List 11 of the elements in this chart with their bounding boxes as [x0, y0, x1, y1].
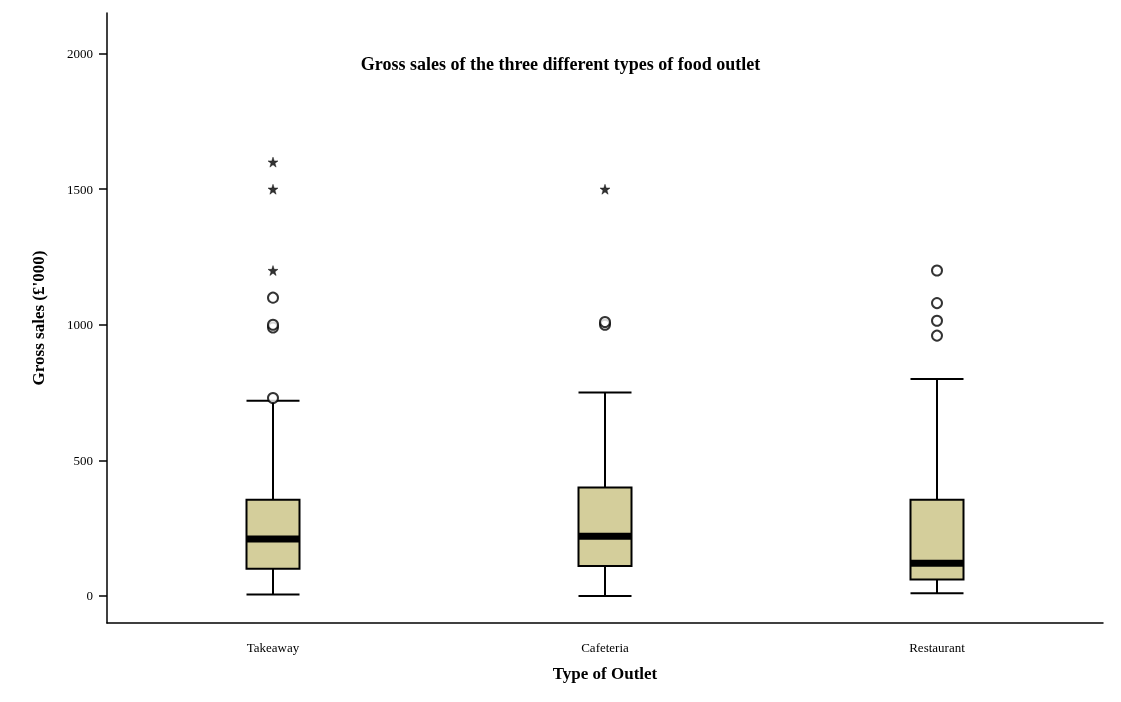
x-tick-label: Takeaway [246, 640, 300, 655]
y-tick-label: 500 [73, 452, 93, 468]
y-tick-label: 0 [86, 588, 93, 604]
text: Gross sales of the three different types of food outlet [360, 54, 761, 74]
y-tick-label: 1500 [67, 181, 93, 197]
y-axis-title: Gross sales (£'000) [29, 250, 48, 386]
x-axis-title: Type of Outlet [552, 664, 658, 683]
x-tick-label: Restaurant [909, 640, 966, 655]
x-tick-label: Cafeteria [581, 640, 630, 655]
y-tick-label: 2000 [67, 46, 93, 62]
y-tick-label: 1000 [67, 317, 93, 333]
